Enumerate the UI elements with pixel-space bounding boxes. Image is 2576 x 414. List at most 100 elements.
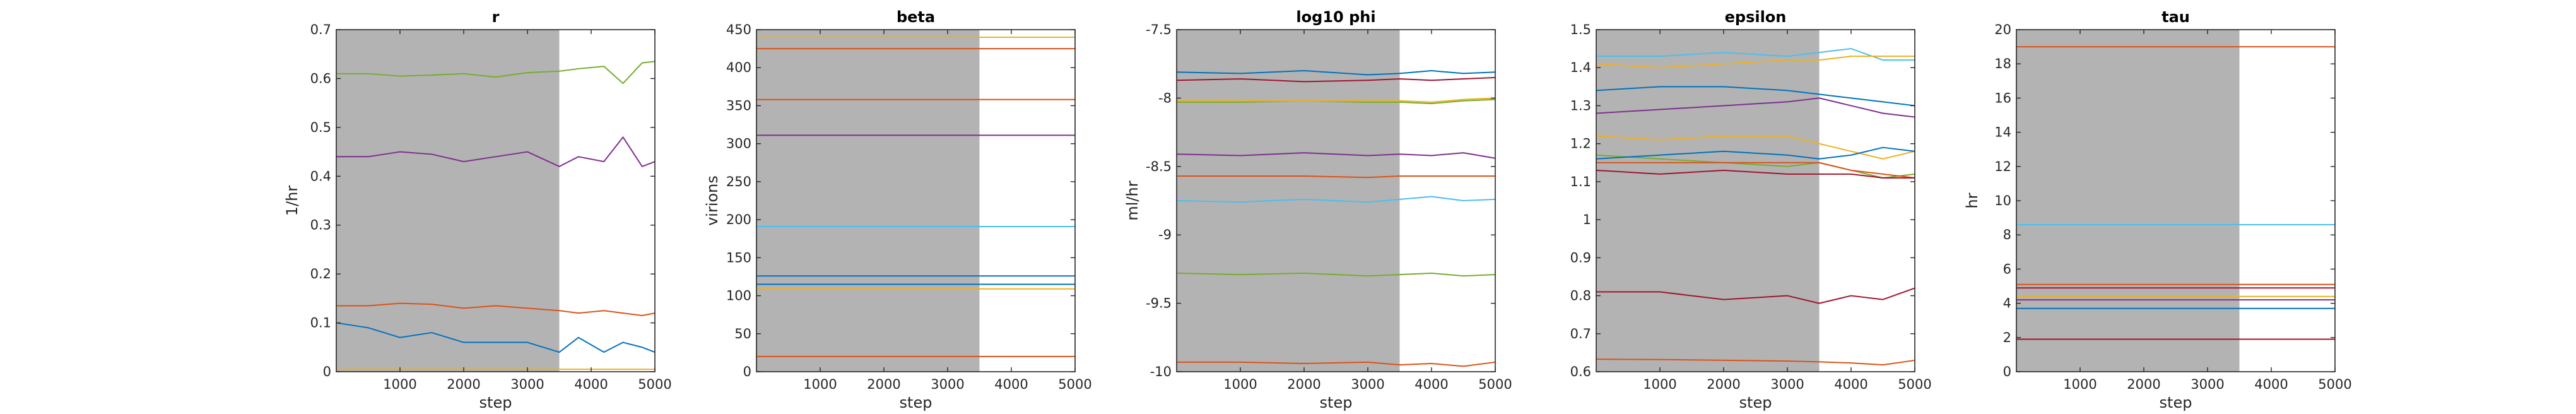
y-axis-label: 1/hr	[283, 186, 301, 216]
y-tick-label: 0.9	[1570, 250, 1591, 265]
series-line-6	[1177, 175, 1495, 179]
axes-box	[1596, 29, 1915, 372]
y-tick-label: 18	[1994, 56, 2011, 71]
y-tick-label: 1.1	[1570, 174, 1591, 189]
subplot-title: r	[492, 8, 500, 26]
y-tick-label: -9	[1158, 227, 1172, 242]
x-tick-label: 5000	[1898, 377, 1931, 392]
y-tick-label: 0.6	[310, 71, 331, 86]
burn-in-shade	[1177, 30, 1400, 372]
subplot-1: 0 0.1 0.2 0.3 0.4 0.5 0.6 0.7 1000 2000 3000 4000 50…	[283, 8, 672, 411]
series-line-3	[336, 302, 656, 316]
y-tick-label: 0.8	[1570, 288, 1591, 304]
y-tick-label: 2	[2003, 330, 2011, 345]
x-tick-label: 1000	[1643, 377, 1676, 392]
series-line-1	[1176, 70, 1496, 76]
subplot-title: beta	[897, 8, 935, 26]
series-line-8	[1596, 146, 1915, 160]
series-line-2	[1596, 56, 1915, 69]
x-tick-label: 1000	[383, 377, 416, 392]
x-tick-label: 4000	[574, 377, 608, 392]
y-tick-label: 0	[743, 364, 751, 379]
y-tick-label: 0	[2003, 364, 2011, 379]
x-tick-label: 3000	[2191, 377, 2224, 392]
x-tick-label: 2000	[1707, 377, 1740, 392]
series-line-10	[1596, 287, 1915, 304]
x-tick-label: 3000	[1770, 377, 1804, 392]
series-line-9	[1177, 361, 1496, 367]
y-axis-label: ml/hr	[1124, 180, 1141, 220]
series-line-8	[1176, 272, 1496, 277]
y-tick-label: 0.7	[1570, 326, 1591, 341]
y-tick-label: 150	[726, 250, 751, 265]
x-axis-label: step	[2160, 394, 2192, 411]
axes-box	[1176, 29, 1496, 372]
series-line-4	[1177, 97, 1496, 103]
y-tick-label: 50	[734, 326, 751, 341]
y-tick-label: 1.5	[1570, 22, 1591, 37]
y-tick-label: 0.1	[310, 316, 331, 331]
y-tick-label: 8	[2003, 227, 2011, 242]
series-line-11	[1596, 358, 1915, 366]
subplot-4: 0.6 0.7 0.8 0.9 1 1.1 1.2 1.3 1.4 1.5 1000 2000 3000…	[1570, 8, 1932, 411]
series-line-3	[1177, 98, 1496, 105]
series-line-3	[1596, 86, 1915, 107]
y-tick-label: 0	[323, 364, 331, 379]
x-tick-label: 2000	[2127, 377, 2160, 392]
x-tick-label: 1000	[2063, 377, 2097, 392]
y-tick-label: 1.2	[1570, 136, 1591, 151]
x-tick-label: 5000	[1058, 377, 1091, 392]
series-line-2	[1176, 76, 1496, 83]
y-tick-label: 450	[726, 22, 751, 37]
y-axis-label: hr	[1963, 192, 1981, 208]
x-tick-label: 4000	[1834, 377, 1867, 392]
x-tick-label: 1000	[803, 377, 837, 392]
y-tick-label: 12	[1994, 159, 2011, 174]
series-line-7	[1596, 162, 1915, 179]
y-tick-label: 1.3	[1570, 98, 1591, 113]
subplot-title: tau	[2161, 8, 2190, 26]
x-tick-label: 3000	[1351, 377, 1384, 392]
y-tick-label: 250	[726, 174, 751, 189]
subplot-5: 0 2 4 6 8 10 12 14 16 18 20 1000 2000 3000 4000 5000 tau…	[1963, 8, 2352, 411]
burn-in-shade	[2016, 30, 2240, 372]
x-tick-label: 2000	[447, 377, 480, 392]
y-tick-label: -10	[1150, 364, 1172, 379]
series-line-9	[1596, 169, 1915, 179]
y-tick-label: -7.5	[1146, 22, 1172, 37]
x-axis-label: step	[479, 394, 512, 411]
x-tick-label: 5000	[2318, 377, 2351, 392]
y-tick-label: 0.4	[310, 169, 331, 184]
x-tick-label: 1000	[1223, 377, 1257, 392]
subplot-title: epsilon	[1725, 8, 1787, 26]
burn-in-shade	[1596, 30, 1820, 372]
y-tick-label: 0.6	[1570, 364, 1591, 379]
x-tick-label: 2000	[1287, 377, 1320, 392]
y-tick-label: 16	[1994, 90, 2011, 105]
x-tick-label: 5000	[638, 377, 671, 392]
y-tick-label: -8	[1158, 90, 1172, 105]
y-tick-label: 14	[1994, 125, 2011, 140]
series-line-4	[336, 322, 656, 353]
x-axis-label: step	[900, 394, 932, 411]
y-tick-label: 0.7	[310, 22, 331, 37]
series-line-1	[336, 61, 656, 85]
x-tick-label: 5000	[1478, 377, 1512, 392]
series-line-7	[1176, 196, 1496, 203]
y-tick-label: 0.2	[310, 266, 331, 281]
x-axis-label: step	[1739, 394, 1772, 411]
y-tick-label: 300	[726, 136, 751, 151]
burn-in-shade	[756, 30, 980, 372]
burn-in-shade	[336, 30, 560, 372]
series-line-5	[1596, 135, 1915, 160]
axes-box	[756, 29, 1076, 372]
y-axis-label: virions	[703, 175, 721, 226]
y-tick-label: 6	[2003, 261, 2011, 276]
x-tick-label: 3000	[931, 377, 964, 392]
y-tick-label: 4	[2003, 296, 2011, 311]
y-tick-label: 0.3	[310, 218, 331, 233]
y-tick-label: 350	[726, 98, 751, 113]
axes-box	[336, 29, 656, 372]
y-tick-label: 20	[1994, 22, 2011, 37]
y-tick-label: 1.4	[1570, 60, 1591, 75]
